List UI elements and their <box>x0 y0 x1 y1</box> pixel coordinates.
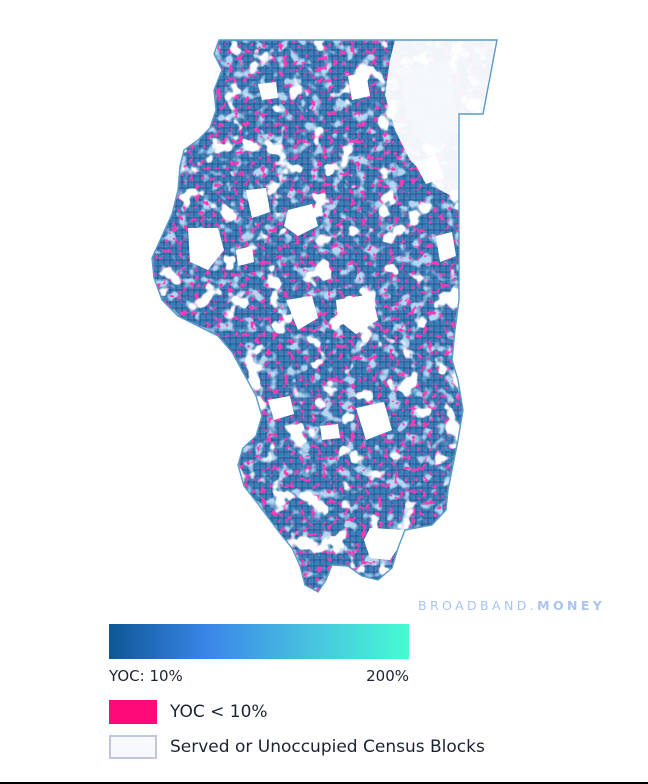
yoc-gradient-scale <box>109 624 409 659</box>
served-unoccupied-swatch <box>109 735 157 759</box>
gradient-max-label: 200% <box>366 667 409 685</box>
gradient-min-label: YOC: 10% <box>109 667 183 685</box>
map-canvas <box>151 39 498 593</box>
brand-name: BROADBAND <box>418 598 530 613</box>
bottom-border <box>0 782 648 784</box>
legend-label: Served or Unoccupied Census Blocks <box>170 737 485 757</box>
illinois-yoc-map <box>151 39 498 593</box>
brand-tld: MONEY <box>537 598 606 613</box>
legend-item-yoc-under-10: YOC < 10% <box>109 700 268 724</box>
brand-dot: . <box>529 598 538 613</box>
legend-item-served-unoccupied: Served or Unoccupied Census Blocks <box>109 735 485 759</box>
broadband-money-watermark: BROADBAND.MONEY <box>418 598 605 613</box>
yoc-under-10-swatch <box>109 700 157 724</box>
census-blocks <box>152 40 497 592</box>
legend-label: YOC < 10% <box>170 702 268 722</box>
